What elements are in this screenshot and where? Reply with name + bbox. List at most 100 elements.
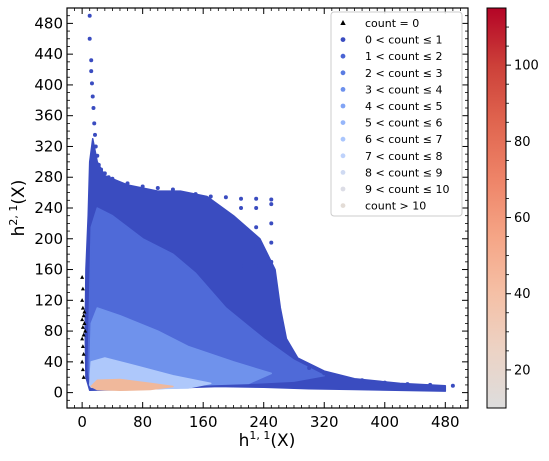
x-axis-ticks: 0 80 160 240 320 400 480	[74, 8, 461, 431]
x-tick-label-3: 240	[249, 413, 278, 431]
point-outer_spike_0_1-23	[239, 196, 244, 201]
y-tick-label-7: 280	[34, 168, 63, 186]
y-tick-label-3: 120	[34, 291, 63, 309]
y-tick-label-12: 480	[34, 14, 63, 32]
point-vertical_columns_0_1-12	[269, 279, 274, 284]
point-outer_spike_0_1-21	[208, 194, 213, 199]
point-tail_0_1-5	[367, 379, 372, 384]
point-vertical_columns_0_1-3	[239, 263, 244, 268]
x-tick-label-4: 320	[310, 413, 339, 431]
legend-label-3: 2 < count ≤ 3	[365, 67, 442, 80]
point-count0-9	[80, 344, 85, 349]
colorbar-tick-label-0: 20	[514, 363, 531, 378]
legend-label-7: 6 < count ≤ 7	[365, 133, 442, 146]
point-count0-11	[80, 359, 85, 364]
point-tail_0_1-7	[405, 382, 410, 387]
legend-label-0: count = 0	[365, 17, 419, 30]
y-tick-label-4: 160	[34, 261, 63, 279]
x-tick-label-5: 400	[370, 413, 399, 431]
point-count0-4	[81, 313, 86, 318]
colorbar-tick-label-3: 80	[514, 135, 531, 150]
point-vertical_columns_0_1-2	[239, 244, 244, 249]
point-outer_spike_0_1-16	[125, 181, 130, 186]
legend-marker-0	[340, 20, 346, 25]
y-axis-ticks: 0 40 80 120 160 200 240 280 320 360 400 440 480	[34, 7, 468, 402]
point-tail_0_1-0	[307, 366, 312, 370]
point-outer_spike_0_1-15	[110, 176, 115, 181]
colorbar: 20 40 60 80 100	[486, 7, 539, 409]
legend-marker-3	[340, 70, 346, 76]
colorbar-tick-label-1: 40	[514, 287, 531, 302]
point-outer_spike_0_1-22	[223, 195, 228, 200]
legend-label-8: 7 < count ≤ 8	[365, 150, 442, 163]
legend-label-6: 5 < count ≤ 6	[365, 117, 442, 130]
point-tail_0_1-3	[344, 376, 349, 381]
point-count0-8	[80, 336, 85, 341]
scatter-points	[80, 13, 455, 388]
point-outer_spike_0_1-25	[269, 197, 274, 202]
point-outer_spike_0_1-6	[91, 106, 96, 110]
x-tick-label-6: 480	[431, 413, 460, 431]
point-tail_0_1-4	[360, 378, 365, 383]
legend-marker-8	[340, 153, 346, 159]
point-outer_spike_0_1-14	[106, 175, 111, 180]
legend-label-2: 1 < count ≤ 2	[365, 50, 442, 63]
point-vertical_columns_0_1-10	[269, 240, 274, 245]
y-tick-label-1: 40	[44, 353, 63, 371]
point-outer_spike_0_1-18	[155, 186, 160, 190]
point-outer_spike_0_1-20	[193, 192, 198, 197]
point-vertical_columns_0_1-1	[239, 225, 244, 230]
point-outer_spike_0_1-4	[89, 81, 94, 86]
point-outer_spike_0_1-12	[99, 167, 104, 172]
legend-marker-5	[340, 103, 346, 109]
x-tick-label-1: 80	[133, 413, 152, 431]
x-tick-label-0: 0	[77, 413, 87, 431]
point-count0-7	[81, 332, 86, 337]
point-outer_spike_0_1-7	[92, 121, 97, 126]
y-tick-label-11: 440	[34, 45, 63, 63]
colorbar-tick-label-2: 60	[514, 211, 531, 226]
point-count0-3	[80, 305, 85, 310]
legend-label-1: 0 < count ≤ 1	[365, 34, 442, 47]
x-tick-label-2: 160	[189, 413, 218, 431]
y-tick-label-9: 360	[34, 107, 63, 125]
y-tick-label-2: 80	[44, 322, 63, 340]
point-outer_spike_0_1-17	[140, 184, 145, 189]
legend: count = 0 0 < count ≤ 1 1 < count ≤ 2 2 < c…	[330, 11, 463, 217]
point-count0-1	[80, 286, 85, 291]
point-vertical_columns_0_1-0	[239, 206, 244, 210]
point-tail_0_1-1	[322, 371, 327, 376]
y-tick-label-5: 200	[34, 230, 63, 248]
point-count0-14	[82, 309, 87, 314]
point-vertical_columns_0_1-7	[254, 263, 259, 268]
legend-marker-11	[340, 203, 346, 209]
legend-label-5: 4 < count ≤ 5	[365, 100, 442, 113]
colorbar-gradient	[486, 7, 507, 409]
point-tail_0_1-2	[337, 374, 342, 379]
point-outer_spike_0_1-9	[93, 144, 98, 149]
point-vertical_columns_0_1-6	[254, 244, 259, 249]
point-vertical_columns_0_1-4	[254, 206, 259, 210]
y-tick-label-0: 0	[53, 384, 63, 402]
y-tick-label-8: 320	[34, 137, 63, 155]
legend-marker-6	[340, 120, 346, 125]
legend-marker-1	[340, 37, 346, 42]
point-outer_spike_0_1-5	[90, 94, 95, 99]
point-tail_0_1-8	[428, 382, 433, 387]
point-count0-13	[81, 375, 86, 379]
legend-label-10: 9 < count ≤ 10	[365, 183, 449, 196]
point-outer_spike_0_1-2	[89, 58, 94, 63]
legend-marker-2	[340, 53, 346, 59]
y-axis-label: h2, 1(X)	[7, 180, 29, 237]
point-outer_spike_0_1-1	[87, 36, 92, 41]
point-count0-0	[80, 275, 85, 279]
point-outer_spike_0_1-8	[92, 132, 97, 137]
point-vertical_columns_0_1-11	[269, 259, 274, 264]
legend-box	[330, 11, 463, 217]
legend-label-9: 8 < count ≤ 9	[365, 166, 442, 179]
point-count0-6	[80, 325, 85, 329]
y-tick-label-6: 240	[34, 199, 63, 217]
colorbar-tick-label-4: 100	[514, 59, 539, 74]
point-vertical_columns_0_1-5	[254, 225, 259, 230]
point-count0-2	[80, 298, 85, 302]
